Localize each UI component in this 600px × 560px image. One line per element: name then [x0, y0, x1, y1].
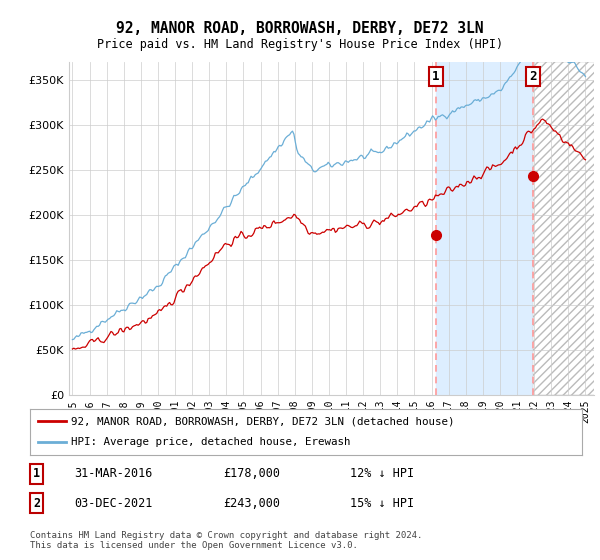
Text: £243,000: £243,000 [223, 497, 280, 510]
Text: 12% ↓ HPI: 12% ↓ HPI [350, 468, 414, 480]
Text: 1: 1 [33, 468, 40, 480]
Text: Price paid vs. HM Land Registry's House Price Index (HPI): Price paid vs. HM Land Registry's House … [97, 38, 503, 50]
Text: HPI: Average price, detached house, Erewash: HPI: Average price, detached house, Erew… [71, 437, 351, 447]
Bar [436, 62, 533, 395]
Text: 92, MANOR ROAD, BORROWASH, DERBY, DE72 3LN (detached house): 92, MANOR ROAD, BORROWASH, DERBY, DE72 3… [71, 416, 455, 426]
Text: 31-MAR-2016: 31-MAR-2016 [74, 468, 152, 480]
Text: 03-DEC-2021: 03-DEC-2021 [74, 497, 152, 510]
Text: 1: 1 [432, 70, 440, 83]
Bar [533, 62, 600, 395]
Text: 2: 2 [33, 497, 40, 510]
Text: 15% ↓ HPI: 15% ↓ HPI [350, 497, 414, 510]
Bar [533, 62, 600, 395]
Text: £178,000: £178,000 [223, 468, 280, 480]
Text: 92, MANOR ROAD, BORROWASH, DERBY, DE72 3LN: 92, MANOR ROAD, BORROWASH, DERBY, DE72 3… [116, 21, 484, 36]
Text: 2: 2 [529, 70, 536, 83]
Text: Contains HM Land Registry data © Crown copyright and database right 2024.
This d: Contains HM Land Registry data © Crown c… [30, 531, 422, 550]
